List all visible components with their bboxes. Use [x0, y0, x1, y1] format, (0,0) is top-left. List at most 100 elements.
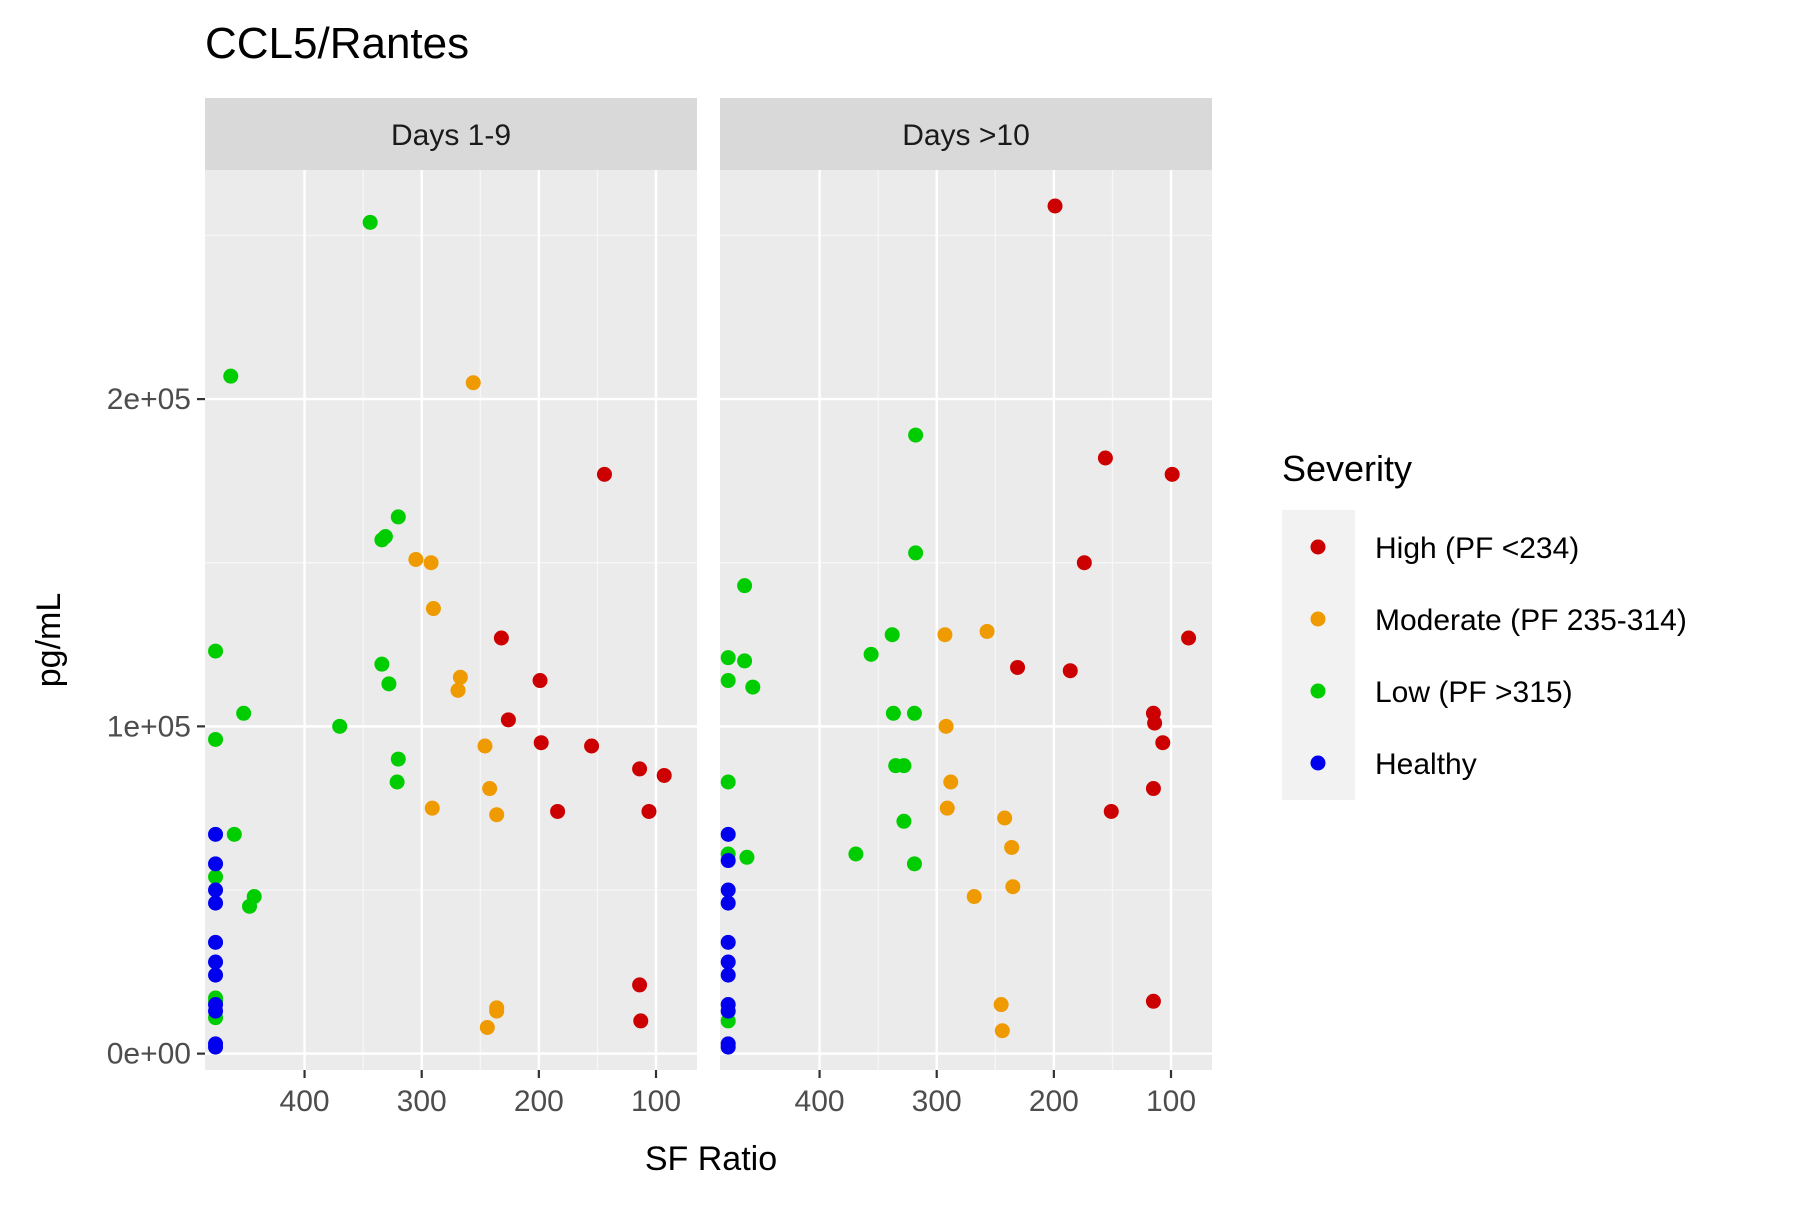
series-moderate — [937, 623, 1021, 1039]
data-point — [208, 826, 224, 842]
panels-layer: Days 1-9 400 300 200 100 Days >10 400 300 200 100 — [205, 98, 1212, 1118]
data-point — [477, 738, 493, 754]
data-point — [332, 718, 348, 734]
data-point — [720, 1039, 736, 1055]
x-tick-label: 300 — [912, 1085, 962, 1118]
legend-label: High (PF <234) — [1375, 532, 1579, 565]
data-point — [208, 869, 224, 885]
x-axis-label: SF Ratio — [645, 1140, 777, 1178]
data-point — [208, 856, 224, 872]
data-point — [482, 781, 498, 797]
x-tick-label: 200 — [1029, 1085, 1079, 1118]
data-point — [208, 882, 224, 898]
data-point — [374, 532, 390, 548]
data-point — [208, 1039, 224, 1055]
data-point — [632, 977, 648, 993]
data-point — [633, 1013, 649, 1029]
data-point — [362, 214, 378, 230]
y-tick-label: 1e+05 — [107, 710, 191, 743]
data-point — [425, 601, 441, 617]
data-point — [997, 810, 1013, 826]
data-point — [208, 895, 224, 911]
data-point — [939, 800, 955, 816]
data-point — [423, 555, 439, 571]
data-point — [884, 627, 900, 643]
data-point — [1145, 993, 1161, 1009]
x-tick-label: 200 — [514, 1085, 564, 1118]
data-point — [656, 767, 672, 783]
panel-background — [720, 170, 1212, 1070]
y-axis: 0e+00 1e+05 2e+05 — [107, 383, 205, 1071]
data-point — [550, 803, 566, 819]
facet-strip-label: Days 1-9 — [391, 119, 511, 152]
legend-title: Severity — [1282, 448, 1412, 489]
data-point — [739, 849, 755, 865]
data-point — [489, 807, 505, 823]
data-point — [208, 934, 224, 950]
facet-strip-label: Days >10 — [902, 119, 1030, 152]
legend-key-background — [1282, 510, 1355, 800]
data-point — [632, 761, 648, 777]
series-low — [720, 427, 924, 1029]
y-axis-label: pg/mL — [30, 593, 68, 688]
data-point — [720, 882, 736, 898]
panel-2: Days >10 400 300 200 100 — [720, 98, 1212, 1118]
data-point — [390, 509, 406, 525]
data-point — [1164, 466, 1180, 482]
data-point — [908, 427, 924, 443]
data-point — [1004, 839, 1020, 855]
panel-background — [205, 170, 697, 1070]
data-point — [479, 1019, 495, 1035]
data-point — [720, 967, 736, 983]
data-point — [1147, 715, 1163, 731]
legend-label: Moderate (PF 235-314) — [1375, 604, 1687, 637]
data-point — [1047, 198, 1063, 214]
data-point — [1062, 663, 1078, 679]
data-point — [720, 826, 736, 842]
data-point — [737, 578, 753, 594]
data-point — [896, 758, 912, 774]
data-point — [938, 718, 954, 734]
x-tick-label: 300 — [397, 1085, 447, 1118]
panel-1: Days 1-9 400 300 200 100 — [205, 98, 697, 1118]
data-point — [223, 368, 239, 384]
data-point — [452, 669, 468, 685]
data-point — [1076, 555, 1092, 571]
data-point — [533, 735, 549, 751]
data-point — [532, 673, 548, 689]
data-point — [381, 676, 397, 692]
data-point — [596, 466, 612, 482]
data-point — [465, 375, 481, 391]
data-point — [242, 898, 258, 914]
data-point — [390, 751, 406, 767]
y-tick-label: 0e+00 — [107, 1038, 191, 1071]
data-point — [720, 934, 736, 950]
data-point — [737, 653, 753, 669]
data-point — [848, 846, 864, 862]
data-point — [720, 954, 736, 970]
y-tick-label: 2e+05 — [107, 383, 191, 416]
data-point — [208, 643, 224, 659]
facet-strip — [720, 98, 1212, 170]
data-point — [896, 813, 912, 829]
data-point — [389, 774, 405, 790]
legend-key — [1310, 683, 1326, 699]
series-high — [1010, 198, 1197, 1009]
series-moderate — [408, 375, 505, 1035]
data-point — [236, 705, 252, 721]
chart-title: CCL5/Rantes — [205, 19, 469, 68]
data-point — [745, 679, 761, 695]
data-point — [993, 997, 1009, 1013]
data-point — [979, 623, 995, 639]
data-point — [450, 682, 466, 698]
data-point — [966, 889, 982, 905]
data-point — [720, 650, 736, 666]
data-point — [208, 967, 224, 983]
legend-key — [1310, 539, 1326, 555]
data-point — [500, 712, 516, 728]
data-point — [408, 551, 424, 567]
legend: Severity High (PF <234) Moderate (PF 235-… — [1282, 448, 1687, 800]
legend-key — [1310, 611, 1326, 627]
x-tick-label: 400 — [795, 1085, 845, 1118]
